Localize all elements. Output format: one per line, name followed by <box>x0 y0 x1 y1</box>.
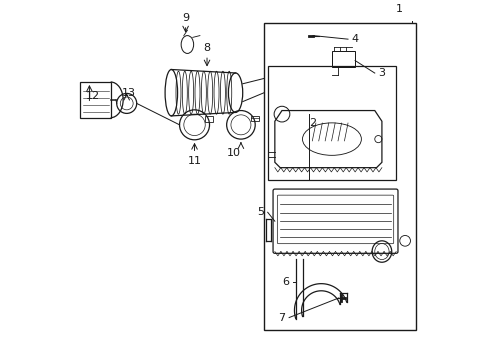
Text: 2: 2 <box>308 118 315 128</box>
Text: 13: 13 <box>121 88 135 98</box>
Bar <box>250 116 258 121</box>
Text: 9: 9 <box>182 13 189 23</box>
Text: 8: 8 <box>203 43 210 53</box>
Text: 4: 4 <box>351 34 358 44</box>
Text: 12: 12 <box>85 91 100 101</box>
Text: 3: 3 <box>378 68 385 78</box>
Text: 1: 1 <box>395 4 403 14</box>
Text: 7: 7 <box>278 312 285 323</box>
Text: 10: 10 <box>226 148 240 158</box>
Bar <box>264 23 415 330</box>
Text: 11: 11 <box>187 156 201 166</box>
Text: 5: 5 <box>257 207 264 217</box>
Bar <box>205 116 213 122</box>
Bar <box>80 82 110 118</box>
Text: 6: 6 <box>282 277 288 287</box>
Bar <box>331 51 354 67</box>
Bar <box>267 66 395 180</box>
